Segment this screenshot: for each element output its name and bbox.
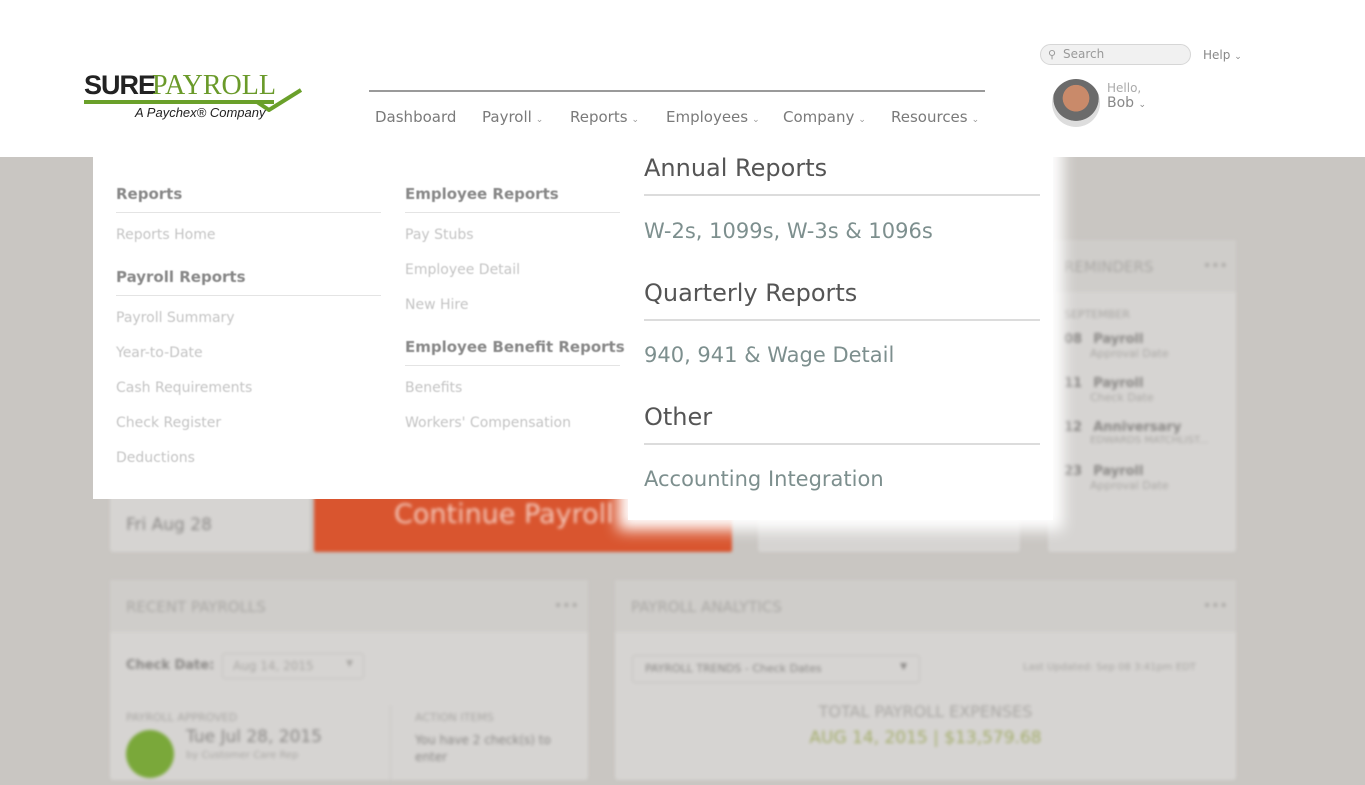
chevron-down-icon: ⌄ — [1234, 52, 1242, 62]
chevron-down-icon: ⌄ — [535, 115, 544, 125]
menu-link[interactable]: Workers' Compensation — [405, 415, 571, 431]
menu-link[interactable]: Deductions — [116, 450, 195, 466]
recent-payrolls-card: RECENT PAYROLLS ••• Check Date: Aug 14, … — [110, 580, 588, 785]
search-input[interactable]: ⚲ Search — [1040, 44, 1191, 65]
check-date-select[interactable]: Aug 14, 2015 ▼ — [222, 653, 364, 679]
menu-link[interactable]: Cash Requirements — [116, 380, 253, 396]
checkmark-icon — [255, 88, 303, 112]
accounting-integration-link[interactable]: Accounting Integration — [644, 467, 884, 491]
nav-employees[interactable]: Employees ⌄ — [666, 108, 760, 126]
menu-caret — [589, 146, 607, 157]
nav-reports[interactable]: Reports ⌄ — [570, 108, 640, 126]
reminders-card: REMINDERS ••• SEPTEMBER 08 Payroll Approv… — [1048, 240, 1236, 552]
user-menu[interactable]: Bob ⌄ — [1107, 95, 1147, 111]
other-heading: Other — [644, 403, 713, 431]
more-icon[interactable]: ••• — [554, 598, 579, 614]
total-label: TOTAL PAYROLL EXPENSES — [818, 702, 1033, 721]
more-icon[interactable]: ••• — [1203, 598, 1228, 614]
menu-link[interactable]: New Hire — [405, 297, 469, 313]
total-value: AUG 14, 2015 | $13,579.68 — [809, 728, 1042, 748]
approved-label: PAYROLL APPROVED — [126, 711, 238, 724]
annual-reports-link[interactable]: W-2s, 1099s, W-3s & 1096s — [644, 219, 933, 243]
nav-company[interactable]: Company ⌄ — [783, 108, 866, 126]
approved-check-icon — [126, 730, 174, 778]
quarterly-reports-link[interactable]: 940, 941 & Wage Detail — [644, 343, 895, 367]
help-menu[interactable]: Help ⌄ — [1203, 48, 1242, 62]
chevron-down-icon: ⌄ — [631, 115, 640, 125]
nav-resources[interactable]: Resources ⌄ — [891, 108, 980, 126]
payroll-analytics-card: PAYROLL ANALYTICS ••• PAYROLL TRENDS - C… — [615, 580, 1236, 780]
menu-link[interactable]: Reports Home — [116, 227, 216, 243]
reports-menu-right — [628, 150, 1053, 520]
search-icon: ⚲ — [1048, 48, 1057, 61]
approved-date: Tue Jul 28, 2015 — [186, 727, 323, 747]
analytics-title: PAYROLL ANALYTICS — [631, 598, 782, 616]
approved-by: by Customer Care Rep — [186, 750, 299, 761]
menu-heading: Employee Reports — [405, 185, 559, 203]
avatar[interactable] — [1052, 79, 1100, 127]
annual-reports-heading: Annual Reports — [644, 154, 828, 182]
reminder-item[interactable]: 23 Payroll Approval Date — [1064, 464, 1169, 492]
menu-link[interactable]: Benefits — [405, 380, 463, 396]
analytics-select[interactable]: PAYROLL TRENDS - Check Dates ▼ — [632, 655, 920, 683]
reports-menu-left: Reports Reports Home Payroll Reports Pay… — [93, 157, 629, 499]
quarterly-reports-heading: Quarterly Reports — [644, 279, 858, 307]
menu-heading: Payroll Reports — [116, 268, 246, 286]
chevron-down-icon: ⌄ — [752, 115, 760, 125]
menu-link[interactable]: Payroll Summary — [116, 310, 235, 326]
nav-dashboard[interactable]: Dashboard — [375, 108, 457, 126]
menu-link[interactable]: Year-to-Date — [116, 345, 203, 361]
recent-title: RECENT PAYROLLS — [126, 598, 266, 616]
greeting: Hello, — [1107, 81, 1142, 95]
nav-divider — [369, 90, 985, 92]
check-date-label: Check Date: — [126, 658, 215, 673]
reminder-item[interactable]: 08 Payroll Approval Date — [1064, 332, 1169, 360]
reminder-item[interactable]: 11 Payroll Check Date — [1064, 376, 1154, 404]
more-icon[interactable]: ••• — [1203, 258, 1228, 274]
menu-link[interactable]: Employee Detail — [405, 262, 521, 278]
menu-heading: Employee Benefit Reports — [405, 338, 625, 356]
reminders-title: REMINDERS — [1064, 258, 1154, 276]
reminder-item[interactable]: 12 Anniversary EDWARDS MATCHLIST... — [1064, 420, 1209, 446]
chevron-down-icon: ⌄ — [1138, 100, 1147, 110]
chevron-down-icon: ⌄ — [858, 115, 866, 125]
menu-link[interactable]: Check Register — [116, 415, 222, 431]
menu-link[interactable]: Pay Stubs — [405, 227, 474, 243]
last-updated: Last Updated: Sep 08 3:41pm EDT — [1023, 662, 1196, 673]
nav-payroll[interactable]: Payroll ⌄ — [482, 108, 544, 126]
next-date: Fri Aug 28 — [126, 515, 212, 535]
action-items-text[interactable]: You have 2 check(s) to — [415, 733, 551, 747]
action-items-text-2[interactable]: enter — [415, 750, 448, 764]
reminders-month: SEPTEMBER — [1064, 308, 1130, 321]
menu-heading: Reports — [116, 185, 183, 203]
action-items-label: ACTION ITEMS — [415, 711, 494, 724]
header: SURE PAYROLL A Paychex® Company Dashboar… — [0, 0, 1365, 157]
chevron-down-icon: ⌄ — [971, 115, 980, 125]
